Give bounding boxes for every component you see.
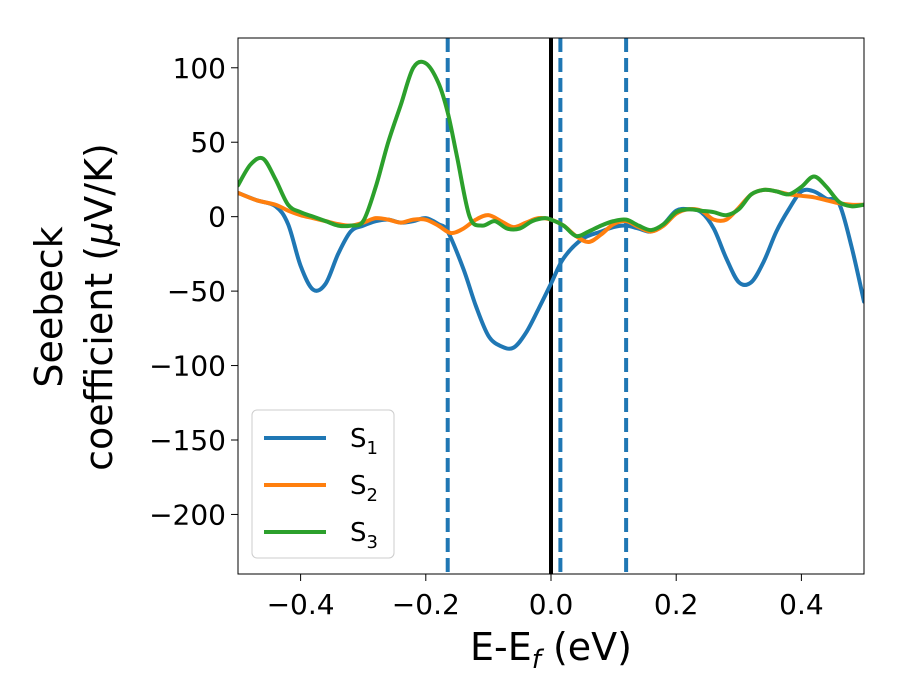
legend-label-s2: S2 [350,471,378,506]
y-tick-label: −150 [149,424,226,457]
x-axis-ticks: −0.4 −0.2 0.0 0.2 0.4 [267,574,824,621]
y-tick-label: 100 [173,52,226,85]
x-tick-label: 0.4 [779,588,824,621]
x-tick-label: 0.0 [529,588,574,621]
legend: S1 S2 S3 [251,409,395,559]
y-tick-label: −100 [149,350,226,383]
series-line-s1 [238,187,864,351]
y-axis-label-line1: Seebeck [27,226,71,387]
x-axis-label: E-Ef (eV) [470,625,632,675]
series-line-s3 [238,59,864,239]
series-lines [238,59,864,351]
vertical-lines [445,38,629,574]
y-tick-label: −200 [149,498,226,531]
legend-label-s3: S3 [350,518,378,553]
x-tick-label: 0.2 [654,588,699,621]
legend-label-s1: S1 [350,424,378,459]
y-axis-ticks: 100 50 0 −50 −100 −150 −200 [149,52,238,531]
y-tick-label: 0 [208,201,226,234]
x-tick-label: −0.4 [267,588,335,621]
x-tick-label: −0.2 [392,588,460,621]
y-tick-label: 50 [190,126,226,159]
y-axis-label-line2: coefficient (μV/K) [77,143,121,471]
y-tick-label: −50 [167,275,226,308]
